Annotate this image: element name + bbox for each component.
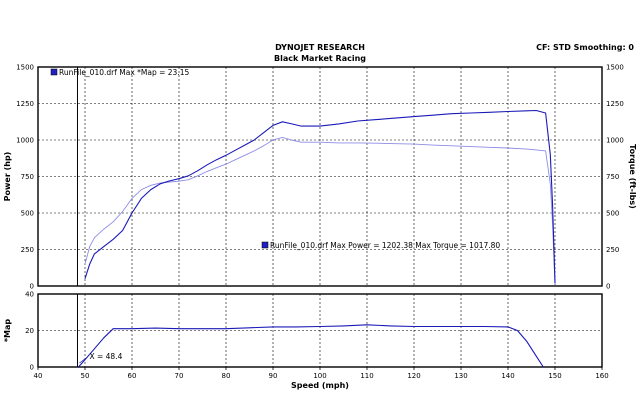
y-tick-label-right: 250 [606, 246, 619, 254]
map-tick-label: 40 [25, 291, 34, 299]
x-tick-label: 50 [81, 372, 90, 380]
x-tick-label: 140 [501, 372, 514, 380]
power-line [84, 109, 556, 284]
y-tick-label-left: 1500 [16, 64, 34, 72]
legend-top: RunFile_010.drf Max *Map = 23.15 [59, 68, 189, 77]
map-tick-label: 0 [30, 364, 34, 372]
x-tick-label: 90 [269, 372, 278, 380]
map-tick-label: 20 [25, 327, 34, 335]
cursor-x-label: X = 48.4 [89, 352, 122, 361]
y-tick-label-right: 1250 [606, 100, 624, 108]
x-tick-label: 110 [360, 372, 373, 380]
x-axis-title: Speed (mph) [291, 381, 349, 390]
y-tick-label-left: 1000 [16, 137, 34, 145]
x-tick-label: 70 [175, 372, 184, 380]
y-tick-label-left: 750 [21, 173, 34, 181]
y-tick-label-right: 500 [606, 210, 619, 218]
correction-factor-info: CF: STD Smoothing: 0 [536, 43, 634, 52]
y-tick-label-left: 0 [30, 283, 34, 291]
legend-max-values-swatch [261, 241, 269, 249]
y-axis-title-left: Power (hp) [3, 152, 12, 202]
map-axis-title: *Map [3, 319, 12, 343]
y-tick-label-right: 1500 [606, 64, 624, 72]
chart-subtitle: Black Market Racing [274, 54, 366, 63]
x-tick-label: 130 [454, 372, 467, 380]
x-tick-label: 100 [313, 372, 326, 380]
x-tick-label: 160 [595, 372, 608, 380]
y-tick-label-left: 250 [21, 246, 34, 254]
x-tick-label: 60 [128, 372, 137, 380]
x-tick-label: 150 [548, 372, 561, 380]
y-tick-label-right: 1000 [606, 137, 624, 145]
map-line [77, 324, 544, 368]
y-tick-label-left: 500 [21, 210, 34, 218]
torque-line [84, 136, 556, 284]
chart-title: DYNOJET RESEARCH [275, 43, 365, 52]
y-tick-label-left: 1250 [16, 100, 34, 108]
cursor-pointer [79, 356, 88, 364]
y-axis-title-right: Torque (ft-lbs) [628, 144, 637, 209]
x-tick-label: 120 [407, 372, 420, 380]
x-tick-label: 80 [222, 372, 231, 380]
y-tick-label-right: 750 [606, 173, 619, 181]
y-tick-label-right: 0 [606, 283, 610, 291]
x-tick-label: 40 [34, 372, 43, 380]
legend-top-swatch [50, 68, 58, 76]
legend-max-values: RunFile_010.drf Max Power = 1202.38 Max … [270, 241, 500, 250]
